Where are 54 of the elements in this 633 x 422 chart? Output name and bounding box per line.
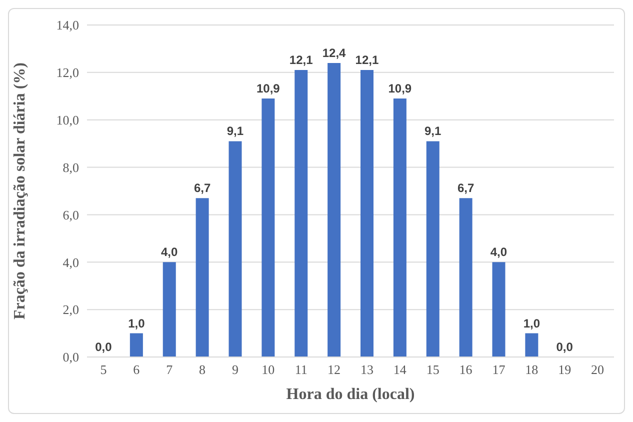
x-axis-title: Hora do dia (local) <box>286 386 415 403</box>
x-tick-label: 6 <box>133 362 140 378</box>
data-label: 4,0 <box>161 245 178 260</box>
x-tick-label: 19 <box>558 362 572 378</box>
bar <box>492 262 506 357</box>
y-tick-label: 12,0 <box>56 65 79 80</box>
data-label: 12,1 <box>355 53 379 68</box>
data-label: 9,1 <box>424 124 442 138</box>
y-tick-label: 4,0 <box>62 254 79 270</box>
y-tick-label: 0,0 <box>62 350 79 365</box>
x-tick-label: 16 <box>459 362 473 378</box>
bar <box>393 98 406 357</box>
data-label: 12,4 <box>322 46 346 60</box>
bar <box>360 70 374 357</box>
data-label: 1,0 <box>523 316 540 330</box>
bar <box>162 262 176 357</box>
y-axis-title: Fração da irradiação solar diária (%) <box>12 62 29 320</box>
x-tick-label: 12 <box>328 362 341 378</box>
bar <box>130 333 143 357</box>
x-tick-label: 15 <box>426 362 440 378</box>
x-tick-label: 10 <box>262 362 275 378</box>
bar <box>525 333 538 357</box>
x-tick-label: 9 <box>232 362 238 378</box>
bar <box>262 98 275 357</box>
bar <box>328 62 341 357</box>
y-tick-label: 2,0 <box>62 302 79 318</box>
x-tick-label: 8 <box>199 362 206 378</box>
y-tick-label: 8,0 <box>62 160 79 175</box>
bar <box>294 70 308 357</box>
data-label: 10,9 <box>256 82 280 96</box>
x-tick-label: 18 <box>525 362 538 378</box>
data-label: 9,1 <box>226 124 244 138</box>
data-label: 6,7 <box>194 181 211 196</box>
x-tick-label: 11 <box>294 362 308 378</box>
data-label: 1,0 <box>128 316 146 330</box>
data-label: 0,0 <box>556 340 574 354</box>
data-label: 12,1 <box>289 53 314 68</box>
y-tick-label: 6,0 <box>62 207 79 222</box>
y-tick-label: 14,0 <box>56 18 79 33</box>
data-label: 6,7 <box>457 181 474 196</box>
data-label: 10,9 <box>388 82 412 96</box>
data-label: 0,0 <box>95 340 112 354</box>
bar <box>196 198 209 357</box>
x-tick-label: 13 <box>360 362 374 378</box>
x-tick-label: 5 <box>100 362 107 378</box>
y-tick-label: 10,0 <box>56 112 79 128</box>
x-tick-label: 17 <box>492 362 506 378</box>
x-tick-label: 14 <box>393 362 407 378</box>
bar <box>228 141 242 357</box>
x-tick-label: 20 <box>591 362 604 378</box>
data-label: 4,0 <box>490 245 508 260</box>
x-tick-label: 7 <box>166 362 174 378</box>
bar <box>459 198 472 357</box>
bar <box>426 141 440 357</box>
